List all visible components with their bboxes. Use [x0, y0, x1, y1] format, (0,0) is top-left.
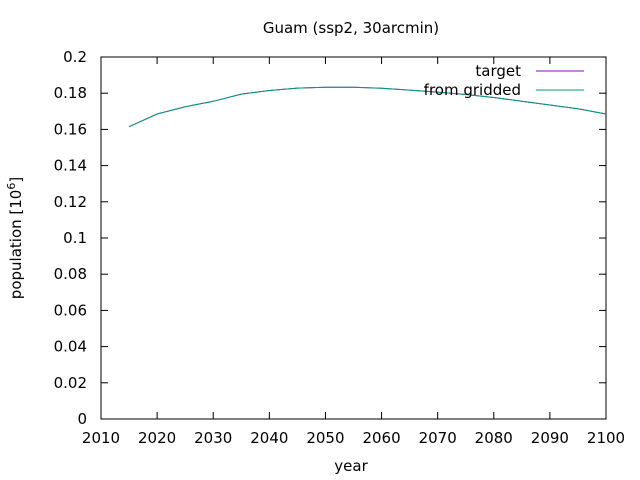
plot-area: 2010 2020 2030 2040 2050 2060 2070 2080 2090 2100…	[54, 48, 626, 447]
x-tick-label: 2050	[306, 429, 344, 447]
x-tick-label: 2070	[419, 429, 457, 447]
x-tick-label: 2060	[362, 429, 400, 447]
y-tick-label: 0.02	[54, 374, 87, 392]
x-tick-label: 2020	[138, 429, 176, 447]
y-tick-label: 0.18	[54, 84, 87, 102]
x-tick-label: 2100	[587, 429, 625, 447]
y-tick-label: 0.14	[54, 157, 87, 175]
y-tick-label: 0.08	[54, 265, 87, 283]
series-line-target	[128, 86, 607, 128]
y-axis-label-close: ]	[7, 177, 25, 183]
x-tick-label: 2010	[82, 429, 120, 447]
plot-frame	[100, 56, 607, 420]
y-tick-label: 0.16	[54, 120, 87, 138]
y-tick-label: 0	[77, 410, 87, 428]
y-tick-label: 0.06	[54, 301, 87, 319]
legend-label: from gridded	[424, 81, 521, 99]
y-tick-label: 0.2	[63, 48, 87, 66]
x-tick-label: 2030	[194, 429, 232, 447]
y-axis-label-base: population [10	[7, 190, 25, 300]
y-axis-label-exponent: 6	[5, 183, 18, 190]
x-tick-label: 2080	[475, 429, 513, 447]
y-tick-label: 0.1	[63, 229, 87, 247]
x-tick-label: 2040	[250, 429, 288, 447]
legend-label: target	[475, 62, 521, 80]
series-line-from-gridded	[128, 86, 607, 128]
y-tick-label: 0.12	[54, 193, 87, 211]
y-axis-label: population [106]	[5, 177, 25, 299]
y-tick-label: 0.04	[54, 338, 87, 356]
x-axis-label: year	[334, 457, 368, 475]
chart-title: Guam (ssp2, 30arcmin)	[263, 19, 439, 37]
x-tick-label: 2090	[531, 429, 569, 447]
